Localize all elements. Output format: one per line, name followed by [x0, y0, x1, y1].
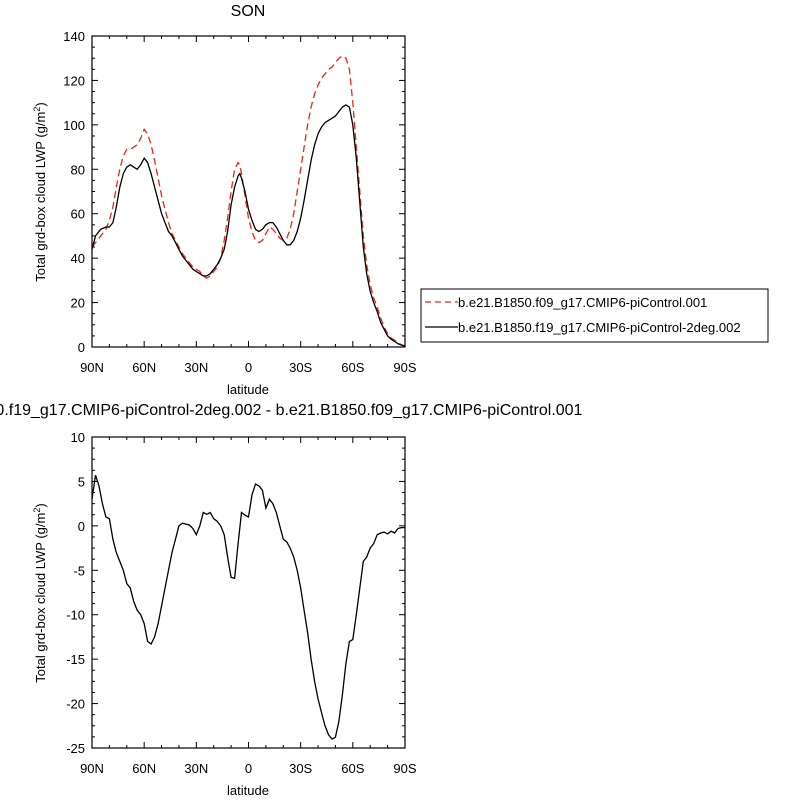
chart-bottom-ylabel-sup: 2 [32, 508, 42, 513]
legend: b.e21.B1850.f09_g17.CMIP6-piControl.001 … [420, 288, 769, 343]
chart-top-xtick-label: 60S [341, 360, 364, 375]
chart-bottom-xtick-label: 30S [289, 761, 312, 776]
chart-bottom-ytick-label: -20 [66, 697, 85, 712]
chart-top-xtick-label: 0 [245, 360, 252, 375]
chart-top-ylabel-close: ) [33, 102, 48, 106]
chart-top-ytick-label: 80 [71, 162, 85, 177]
chart-top-plot-frame [91, 35, 406, 348]
chart-top-series-group [92, 55, 405, 347]
chart-bottom: b.e21.B1850.f19_g17.CMIP6-piControl-2deg… [0, 402, 583, 798]
legend-label-control-2deg-002: b.e21.B1850.f19_g17.CMIP6-piControl-2deg… [458, 320, 741, 335]
chart-bottom-xtick-label: 0 [245, 761, 252, 776]
chart-bottom-ylabel: Total grd-box cloud LWP (g/m2) [32, 503, 48, 682]
chart-bottom-xtick-label: 90S [393, 761, 416, 776]
chart-top-ytick-label: 20 [71, 296, 85, 311]
chart-bottom-xtick-label: 90N [80, 761, 104, 776]
series-line-difference [92, 474, 405, 740]
chart-top-ytick-label: 0 [78, 340, 85, 355]
chart-top-ytick-label: 120 [63, 73, 85, 88]
chart-top-xtick-label: 90S [393, 360, 416, 375]
chart-bottom-ylabel-close: ) [33, 503, 48, 507]
chart-bottom-ytick-label: 5 [78, 474, 85, 489]
chart-bottom-xtick-label: 60N [132, 761, 156, 776]
chart-top-xtick-label: 90N [80, 360, 104, 375]
chart-top-xtick-label: 60N [132, 360, 156, 375]
chart-bottom-ytick-label: 10 [71, 430, 85, 445]
chart-top-xlabel: latitude [227, 382, 269, 397]
chart-bottom-ytick-label: -25 [66, 741, 85, 756]
chart-bottom-ytick-label: -10 [66, 608, 85, 623]
legend-label-control-001: b.e21.B1850.f09_g17.CMIP6-piControl.001 [458, 295, 707, 310]
chart-top-xtick-label: 30N [184, 360, 208, 375]
chart-bottom-xtick-label: 30N [184, 761, 208, 776]
chart-top-ticks: 90N 60N 30N 0 30S 60S 90S 0 20 40 60 80 100 120 140 [63, 29, 417, 375]
chart-bottom-series-group [92, 474, 405, 740]
series-line-control-001 [92, 55, 405, 347]
chart-bottom-ylabel-main: Total grd-box cloud LWP (g/m [33, 513, 48, 683]
chart-bottom-plot-frame [91, 436, 406, 749]
chart-top-ytick-label: 100 [63, 118, 85, 133]
chart-top-ytick-label: 60 [71, 207, 85, 222]
chart-top: SON 90N 60N 30N 0 30S 60S 90S 0 20 40 60 80 100 120 14… [32, 3, 769, 397]
chart-top-ylabel-main: Total grd-box cloud LWP (g/m [33, 112, 48, 282]
series-line-control-2deg-002 [92, 104, 405, 347]
chart-bottom-ytick-label: -15 [66, 652, 85, 667]
chart-bottom-ytick-label: -5 [73, 563, 85, 578]
chart-bottom-ytick-label: 0 [78, 519, 85, 534]
chart-top-xtick-label: 30S [289, 360, 312, 375]
chart-bottom-ticks: 90N 60N 30N 0 30S 60S 90S -25 -20 -15 -10 -5 0 5 10 [66, 430, 417, 776]
chart-top-ytick-label: 40 [71, 251, 85, 266]
chart-top-ytick-label: 140 [63, 29, 85, 44]
legend-box [420, 288, 769, 343]
chart-top-ylabel-sup: 2 [32, 107, 42, 112]
chart-top-title: SON [231, 3, 266, 20]
chart-bottom-xtick-label: 60S [341, 761, 364, 776]
chart-bottom-xlabel: latitude [227, 783, 269, 798]
chart-top-ylabel: Total grd-box cloud LWP (g/m2) [32, 102, 48, 281]
chart-bottom-title: b.e21.B1850.f19_g17.CMIP6-piControl-2deg… [0, 402, 583, 419]
